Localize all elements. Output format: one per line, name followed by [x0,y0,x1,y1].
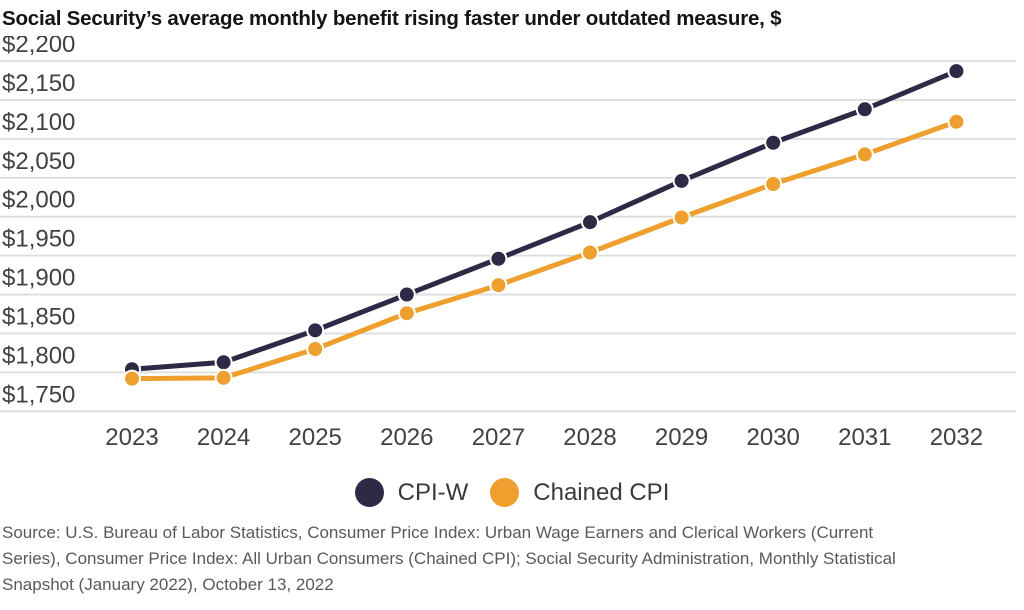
svg-text:2028: 2028 [563,424,616,451]
svg-text:$1,800: $1,800 [2,342,75,369]
svg-text:2029: 2029 [655,424,708,451]
svg-text:$2,100: $2,100 [2,109,75,136]
svg-text:$2,150: $2,150 [2,70,75,97]
chart-legend: CPI-W Chained CPI [0,474,1024,511]
cpiw-series-dot-icon [354,478,384,507]
svg-text:$2,200: $2,200 [2,36,75,58]
svg-text:2030: 2030 [747,424,800,451]
legend-label-chained-cpi: Chained CPI [533,478,670,506]
svg-text:$2,050: $2,050 [2,148,75,175]
line-chart-svg: $2,200 $2,150 $2,100 $2,050 $2,000 $1,950 $1,9… [0,36,1016,451]
svg-text:2026: 2026 [380,424,433,451]
svg-text:2027: 2027 [472,424,525,451]
chart-title: Social Security’s average monthly benefi… [2,7,782,30]
source-line-1: Source: U.S. Bureau of Labor Statistics,… [2,523,874,542]
svg-text:2024: 2024 [197,424,250,451]
svg-text:$1,850: $1,850 [2,303,75,330]
svg-text:2032: 2032 [930,424,983,451]
svg-text:2025: 2025 [289,424,342,451]
svg-text:$1,750: $1,750 [2,381,75,408]
chained-cpi-series-dot-icon [490,478,520,507]
svg-text:$2,000: $2,000 [2,187,75,214]
svg-text:$1,900: $1,900 [2,265,75,292]
legend-item-cpiw: CPI-W [354,478,469,507]
legend-item-chained-cpi: Chained CPI [490,478,669,507]
svg-text:2031: 2031 [838,424,891,451]
source-line-2: Series), Consumer Price Index: All Urban… [2,549,896,568]
svg-text:$1,950: $1,950 [2,226,75,253]
source-line-3: Snapshot (January 2022), October 13, 202… [2,575,334,594]
source-note: Source: U.S. Bureau of Labor Statistics,… [0,511,1024,598]
legend-label-cpiw: CPI-W [397,478,469,506]
svg-text:2023: 2023 [105,424,158,451]
